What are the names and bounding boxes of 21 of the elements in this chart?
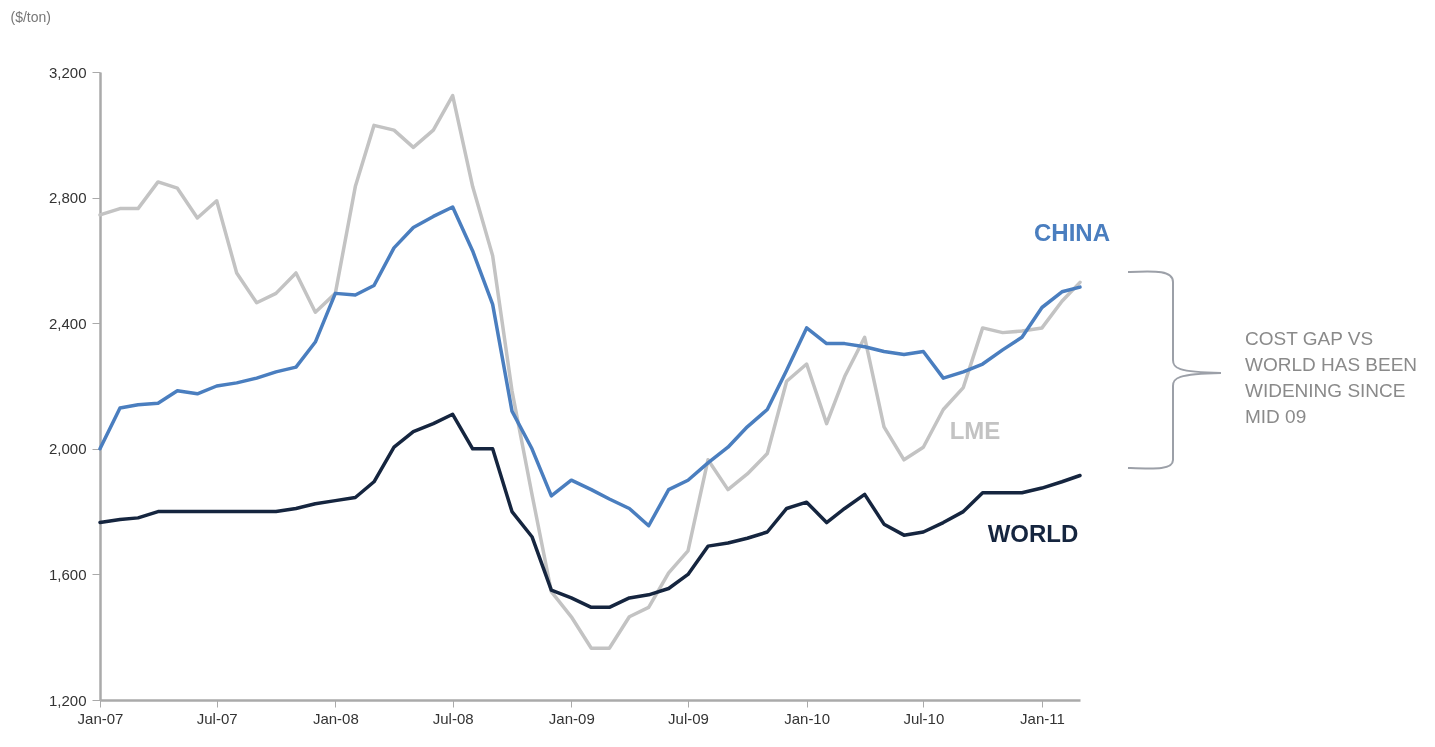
- line-series: [98, 412, 1082, 610]
- y-tick-label: 2,800: [48, 189, 87, 207]
- y-tick-label: 2,400: [48, 314, 87, 332]
- y-axis-title: ($/ton): [10, 8, 51, 25]
- series-label: WORLD: [987, 520, 1079, 547]
- series-label: LME: [949, 417, 1001, 444]
- y-tick-label: 1,600: [48, 565, 87, 583]
- y-tick-label: 1,200: [48, 691, 87, 709]
- x-tick-label: Jul-07: [196, 709, 238, 727]
- x-tick-label: Jan-10: [784, 709, 831, 727]
- x-tick-label: Jan-09: [548, 709, 595, 727]
- x-tick-label: Jan-08: [312, 709, 359, 727]
- y-tick-label: 3,200: [48, 63, 87, 81]
- x-tick-label: Jan-07: [77, 709, 124, 727]
- x-tick-label: Jul-09: [668, 709, 709, 727]
- text: COST GAP VS WORLD HAS BEEN WIDENING SINCE MID 09: [1245, 327, 1419, 429]
- x-tick-label: Jul-08: [432, 709, 474, 727]
- x-tick-label: Jan-11: [1020, 709, 1065, 727]
- x-tick-label: Jul-10: [903, 709, 945, 727]
- y-tick-label: 2,000: [48, 440, 87, 458]
- text: CHINA: [1034, 219, 1110, 246]
